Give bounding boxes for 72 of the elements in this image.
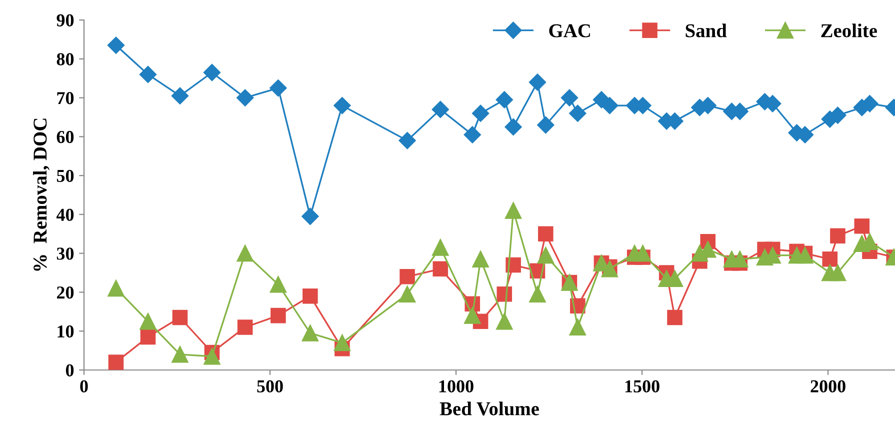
point xyxy=(472,250,489,268)
point xyxy=(560,89,578,106)
x-tick-label: 1000 xyxy=(439,380,474,392)
point xyxy=(270,80,287,97)
point xyxy=(107,36,125,54)
point xyxy=(829,264,846,282)
y-tick-label: 80 xyxy=(56,53,74,66)
y-axis-title: % Removal, DOC xyxy=(33,118,50,271)
point xyxy=(822,252,838,267)
point xyxy=(108,280,124,297)
point xyxy=(398,286,416,302)
point xyxy=(302,288,318,304)
point xyxy=(204,348,220,365)
y-tick-label: 20 xyxy=(56,286,74,299)
point xyxy=(464,126,481,144)
point xyxy=(830,228,846,244)
x-tick-label: 0 xyxy=(80,380,88,392)
point xyxy=(854,218,870,234)
point xyxy=(302,324,319,342)
point xyxy=(529,286,546,302)
point xyxy=(139,66,157,83)
point xyxy=(496,91,513,108)
point xyxy=(140,313,156,330)
x-tick-label: 500 xyxy=(257,380,283,392)
point xyxy=(569,104,586,122)
point xyxy=(528,74,546,91)
point xyxy=(108,354,124,370)
point xyxy=(398,132,416,150)
point xyxy=(634,245,652,262)
point xyxy=(538,226,554,242)
legend-label: Zeolite xyxy=(821,24,877,38)
point xyxy=(334,334,351,352)
point xyxy=(504,202,522,219)
point xyxy=(537,116,554,134)
y-tick-label: 10 xyxy=(58,325,74,338)
point xyxy=(537,246,554,264)
x-tick-label: 2000 xyxy=(810,380,846,392)
point xyxy=(400,269,415,284)
point xyxy=(203,64,221,82)
y-tick-label: 60 xyxy=(56,130,74,144)
point xyxy=(270,276,287,293)
point xyxy=(140,329,156,345)
point xyxy=(236,245,254,262)
y-tick-label: 90 xyxy=(56,14,74,26)
x-axis-title: Bed Volume xyxy=(440,402,539,416)
point xyxy=(569,318,586,336)
point xyxy=(464,307,481,324)
y-tick-label: 30 xyxy=(56,248,74,260)
point xyxy=(432,261,448,277)
legend-label: Sand xyxy=(686,24,727,38)
point xyxy=(302,208,319,225)
point xyxy=(504,118,522,136)
point xyxy=(432,100,449,118)
point xyxy=(172,310,188,326)
x-tick-label: 1500 xyxy=(625,380,660,392)
y-tick-label: 50 xyxy=(56,170,74,182)
point xyxy=(472,104,490,122)
point xyxy=(796,246,814,264)
point xyxy=(270,308,286,324)
y-tick-label: 40 xyxy=(56,208,74,221)
point xyxy=(667,310,682,326)
point xyxy=(236,89,254,106)
point xyxy=(601,97,618,114)
legend-label: GAC xyxy=(549,24,590,38)
point xyxy=(171,87,189,104)
point xyxy=(496,313,513,330)
point xyxy=(334,97,351,114)
point xyxy=(172,346,188,363)
point xyxy=(432,239,449,256)
y-tick-label: 0 xyxy=(66,364,74,376)
point xyxy=(237,320,253,335)
y-tick-label: 70 xyxy=(57,92,74,104)
